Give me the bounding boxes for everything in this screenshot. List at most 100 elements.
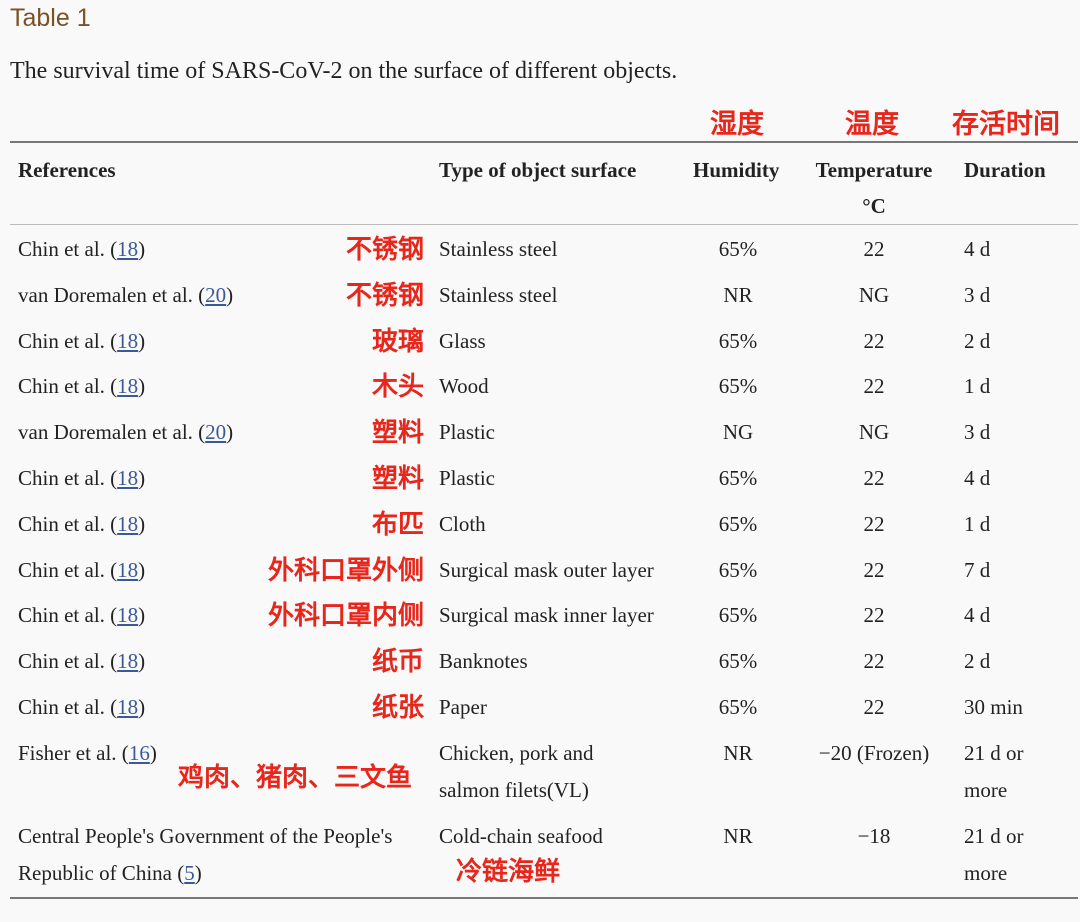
chicken-pork-salmon-annotation: 鸡肉、猪肉、三文鱼 <box>178 763 413 793</box>
table-cell-humidity: 65% <box>718 329 758 353</box>
fisher-duration-line1: 21 d or <box>964 741 1024 765</box>
column-header-duration: Duration <box>964 158 1046 182</box>
table-cell-surface: Glass <box>439 329 486 353</box>
reference-text: Chin et al. ( <box>18 374 118 398</box>
table-row-reference: van Doremalen et al. (20) <box>18 277 233 314</box>
table-cell-duration: 1 d <box>964 512 991 536</box>
table-row-reference: Chin et al. (18) <box>18 552 145 589</box>
table-row-fisher-reference: Fisher et al. (16) <box>18 735 157 772</box>
reference-close: ) <box>138 512 146 536</box>
reference-text: Chin et al. ( <box>18 237 118 261</box>
reference-link[interactable]: 18 <box>117 558 139 582</box>
table-cell-temperature: 22 <box>863 649 885 673</box>
reference-text: Fisher et al. ( <box>18 741 129 765</box>
table-cell-humidity: 65% <box>718 237 758 261</box>
temperature-header-label: Temperature <box>815 158 933 182</box>
table-row-reference: Chin et al. (18) <box>18 460 145 497</box>
table-cell-surface: Stainless steel <box>439 283 558 307</box>
table-cell-temperature: 22 <box>863 558 885 582</box>
reference-text: Chin et al. ( <box>18 695 118 719</box>
reference-link[interactable]: 18 <box>117 466 139 490</box>
table-cell-temperature: 22 <box>863 237 885 261</box>
china-surface: Cold-chain seafood <box>439 824 603 848</box>
table-cell-duration: 2 d <box>964 329 991 353</box>
table-cell-duration: 4 d <box>964 466 991 490</box>
table-cell-humidity: 65% <box>718 649 758 673</box>
fisher-duration-line2: more <box>964 778 1008 802</box>
reference-close: ) <box>194 861 202 885</box>
table-title: The survival time of SARS-CoV-2 on the s… <box>10 58 678 84</box>
reference-close: ) <box>226 283 234 307</box>
table-bottom-rule <box>10 897 1078 899</box>
table-cell-duration: 3 d <box>964 283 991 307</box>
surface-annotation: 塑料 <box>371 418 424 448</box>
reference-text: van Doremalen et al. ( <box>18 283 206 307</box>
table-row-reference: Chin et al. (18) <box>18 506 145 543</box>
column-header-references: References <box>18 158 116 182</box>
table-cell-surface: Plastic <box>439 420 495 444</box>
reference-close: ) <box>138 695 146 719</box>
table-header-rule <box>10 224 1078 225</box>
reference-text: Chin et al. ( <box>18 649 118 673</box>
table-top-rule <box>10 141 1078 143</box>
table-cell-humidity: NR <box>723 283 753 307</box>
table-cell-temperature: 22 <box>863 466 885 490</box>
reference-text: Chin et al. ( <box>18 329 118 353</box>
reference-link[interactable]: 18 <box>117 329 139 353</box>
column-header-humidity: Humidity <box>693 158 780 182</box>
reference-link[interactable]: 5 <box>184 861 195 885</box>
reference-close: ) <box>138 329 146 353</box>
table-cell-temperature: 22 <box>863 329 885 353</box>
table-cell-surface: Plastic <box>439 466 495 490</box>
reference-link[interactable]: 18 <box>117 695 139 719</box>
humidity-annotation: 湿度 <box>710 109 764 140</box>
reference-link[interactable]: 16 <box>128 741 150 765</box>
fisher-surface-line1: Chicken, pork and <box>439 741 594 765</box>
reference-link[interactable]: 20 <box>205 420 227 444</box>
surface-annotation: 不锈钢 <box>345 235 424 265</box>
china-humidity: NR <box>723 824 753 848</box>
reference-close: ) <box>138 466 146 490</box>
china-duration-line2: more <box>964 861 1008 885</box>
table-cell-surface: Cloth <box>439 512 486 536</box>
reference-link[interactable]: 18 <box>117 374 139 398</box>
reference-link[interactable]: 18 <box>117 649 139 673</box>
column-header-surface: Type of object surface <box>439 158 637 182</box>
surface-annotation: 木头 <box>371 372 424 402</box>
table-cell-surface: Stainless steel <box>439 237 558 261</box>
reference-text: Chin et al. ( <box>18 558 118 582</box>
table-cell-humidity: 65% <box>718 558 758 582</box>
table-cell-duration: 7 d <box>964 558 991 582</box>
table-cell-humidity: 65% <box>718 512 758 536</box>
reference-link[interactable]: 18 <box>117 237 139 261</box>
table-cell-surface: Surgical mask outer layer <box>439 558 654 582</box>
table-row-reference: Chin et al. (18) <box>18 689 145 726</box>
duration-annotation: 存活时间 <box>952 109 1060 140</box>
table-cell-temperature: 22 <box>863 374 885 398</box>
reference-text: Republic of China ( <box>18 861 185 885</box>
fisher-temperature: −20 (Frozen) <box>818 741 930 765</box>
table-cell-surface: Paper <box>439 695 487 719</box>
reference-link[interactable]: 18 <box>117 603 139 627</box>
china-reference-line2: Republic of China (5) <box>18 855 202 892</box>
reference-link[interactable]: 18 <box>117 512 139 536</box>
surface-annotation: 外科口罩内侧 <box>267 601 424 631</box>
table-cell-duration: 4 d <box>964 603 991 627</box>
cold-chain-seafood-annotation: 冷链海鲜 <box>456 857 561 887</box>
table-row-reference: Chin et al. (18) <box>18 231 145 268</box>
table-cell-temperature: 22 <box>863 695 885 719</box>
surface-annotation: 外科口罩外侧 <box>267 556 424 586</box>
table-cell-humidity: 65% <box>718 466 758 490</box>
fisher-humidity: NR <box>723 741 753 765</box>
reference-link[interactable]: 20 <box>205 283 227 307</box>
table-cell-surface: Wood <box>439 374 489 398</box>
surface-annotation: 玻璃 <box>371 327 424 357</box>
table-cell-temperature: 22 <box>863 603 885 627</box>
table-cell-surface: Banknotes <box>439 649 528 673</box>
reference-close: ) <box>138 558 146 582</box>
reference-close: ) <box>149 741 157 765</box>
table-row-reference: Chin et al. (18) <box>18 597 145 634</box>
table-label: Table 1 <box>10 4 91 32</box>
china-reference-line1: Central People's Government of the Peopl… <box>18 824 393 848</box>
table-cell-humidity: 65% <box>718 695 758 719</box>
